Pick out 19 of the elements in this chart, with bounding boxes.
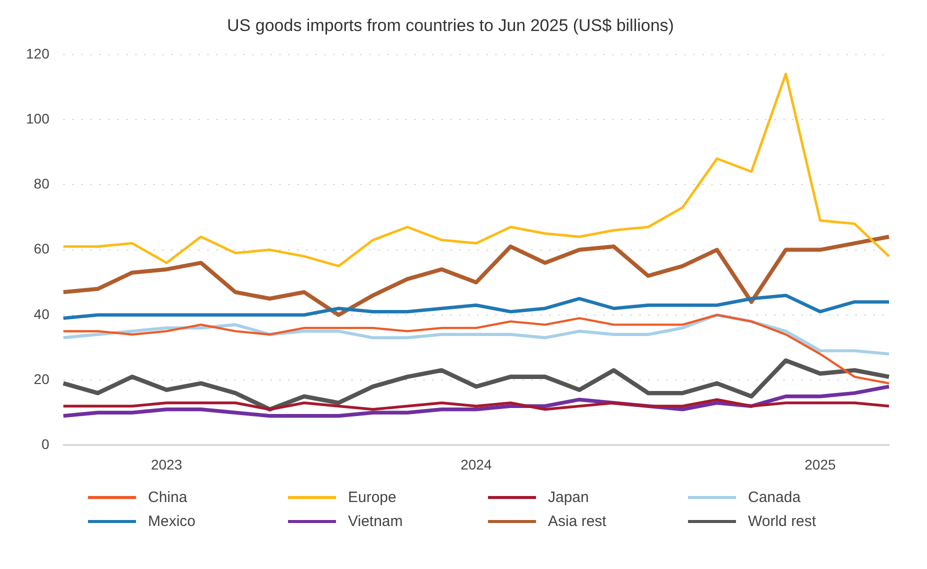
- legend-label: Japan: [548, 488, 589, 506]
- legend-label: China: [148, 488, 188, 506]
- y-tick-label: 80: [34, 176, 50, 192]
- y-tick-label: 60: [34, 240, 50, 257]
- legend-label: Canada: [748, 488, 801, 506]
- x-tick-label: 2023: [150, 456, 182, 472]
- y-tick-label: 20: [34, 370, 50, 387]
- y-tick-label: 120: [26, 45, 50, 62]
- y-tick-label: 40: [34, 306, 50, 322]
- legend-label: Asia rest: [548, 512, 606, 530]
- y-tick-label: 100: [26, 110, 50, 126]
- legend-label: Vietnam: [348, 512, 403, 530]
- x-tick-label: 2024: [460, 456, 492, 472]
- y-tick-label: 0: [42, 436, 50, 452]
- legend-label: Europe: [348, 488, 396, 506]
- legend-label: Mexico: [148, 512, 196, 530]
- x-tick-label: 2025: [804, 456, 836, 472]
- chart-title: US goods imports from countries to Jun 2025 (US$ billions): [227, 16, 674, 35]
- legend-label: World rest: [748, 512, 816, 530]
